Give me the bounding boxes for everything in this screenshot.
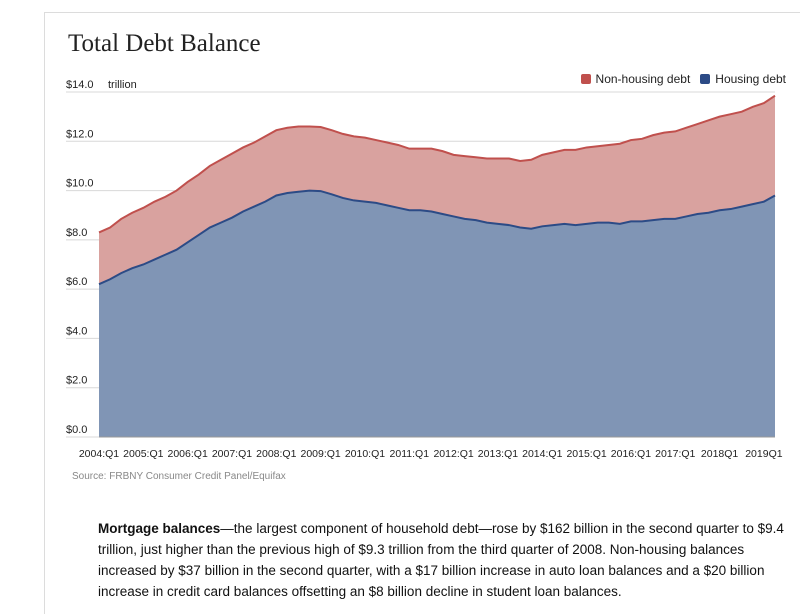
x-tick-label: 2019Q1 (745, 448, 783, 460)
legend-label-non-housing: Non-housing debt (595, 72, 691, 86)
x-tick-label: 2008:Q1 (256, 448, 296, 460)
y-tick-label: $0.0 (66, 424, 87, 436)
x-tick-label: 2012:Q1 (433, 448, 473, 460)
y-tick-label: $6.0 (66, 276, 87, 288)
summary-paragraph: Mortgage balances—the largest component … (98, 518, 788, 602)
y-axis-unit-label: trillion (108, 79, 137, 91)
legend-item-housing: Housing debt (700, 72, 786, 86)
y-tick-label: $10.0 (66, 178, 94, 190)
non-housing-swatch (580, 74, 591, 84)
housing-area (99, 190, 775, 437)
y-tick-label: $2.0 (66, 375, 87, 387)
x-tick-label: 2007:Q1 (212, 448, 252, 460)
housing-line (98, 189, 776, 286)
legend-label-housing: Housing debt (715, 72, 786, 86)
x-tick-label: 2010:Q1 (345, 448, 385, 460)
x-tick-label: 2006:Q1 (168, 448, 208, 460)
x-tick-label: 2017:Q1 (655, 448, 695, 460)
x-tick-label: 2009:Q1 (300, 448, 340, 460)
paragraph-lead: Mortgage balances (98, 521, 221, 536)
paragraph-body: —the largest component of household debt… (98, 521, 784, 599)
x-tick-label: 2015:Q1 (566, 448, 606, 460)
x-tick-label: 2005:Q1 (123, 448, 163, 460)
y-tick-label: $4.0 (66, 325, 87, 337)
x-tick-label: 2014:Q1 (522, 448, 562, 460)
frame-left-border (44, 12, 45, 614)
y-tick-label: $8.0 (66, 227, 87, 239)
x-tick-label: 2013:Q1 (478, 448, 518, 460)
legend-item-non-housing: Non-housing debt (580, 72, 691, 86)
non-housing-line (98, 94, 776, 234)
x-tick-label: 2016:Q1 (611, 448, 651, 460)
debt-area-chart: $0.0 $2.0 $4.0 $6.0 $8.0 $10.0 $12.0 $14.0 trill… (66, 79, 783, 460)
frame-top-border (44, 12, 800, 13)
x-tick-label: 2018Q1 (701, 448, 739, 460)
x-tick-label: 2011:Q1 (390, 448, 430, 460)
chart-legend: Non-housing debt Housing debt (580, 72, 786, 86)
x-tick-label: 2004:Q1 (79, 448, 119, 460)
source-note: Source: FRBNY Consumer Credit Panel/Equi… (72, 471, 286, 482)
chart-title: Total Debt Balance (68, 30, 261, 57)
housing-swatch (700, 74, 711, 84)
y-tick-label: $14.0 (66, 79, 94, 91)
y-tick-label: $12.0 (66, 128, 94, 140)
